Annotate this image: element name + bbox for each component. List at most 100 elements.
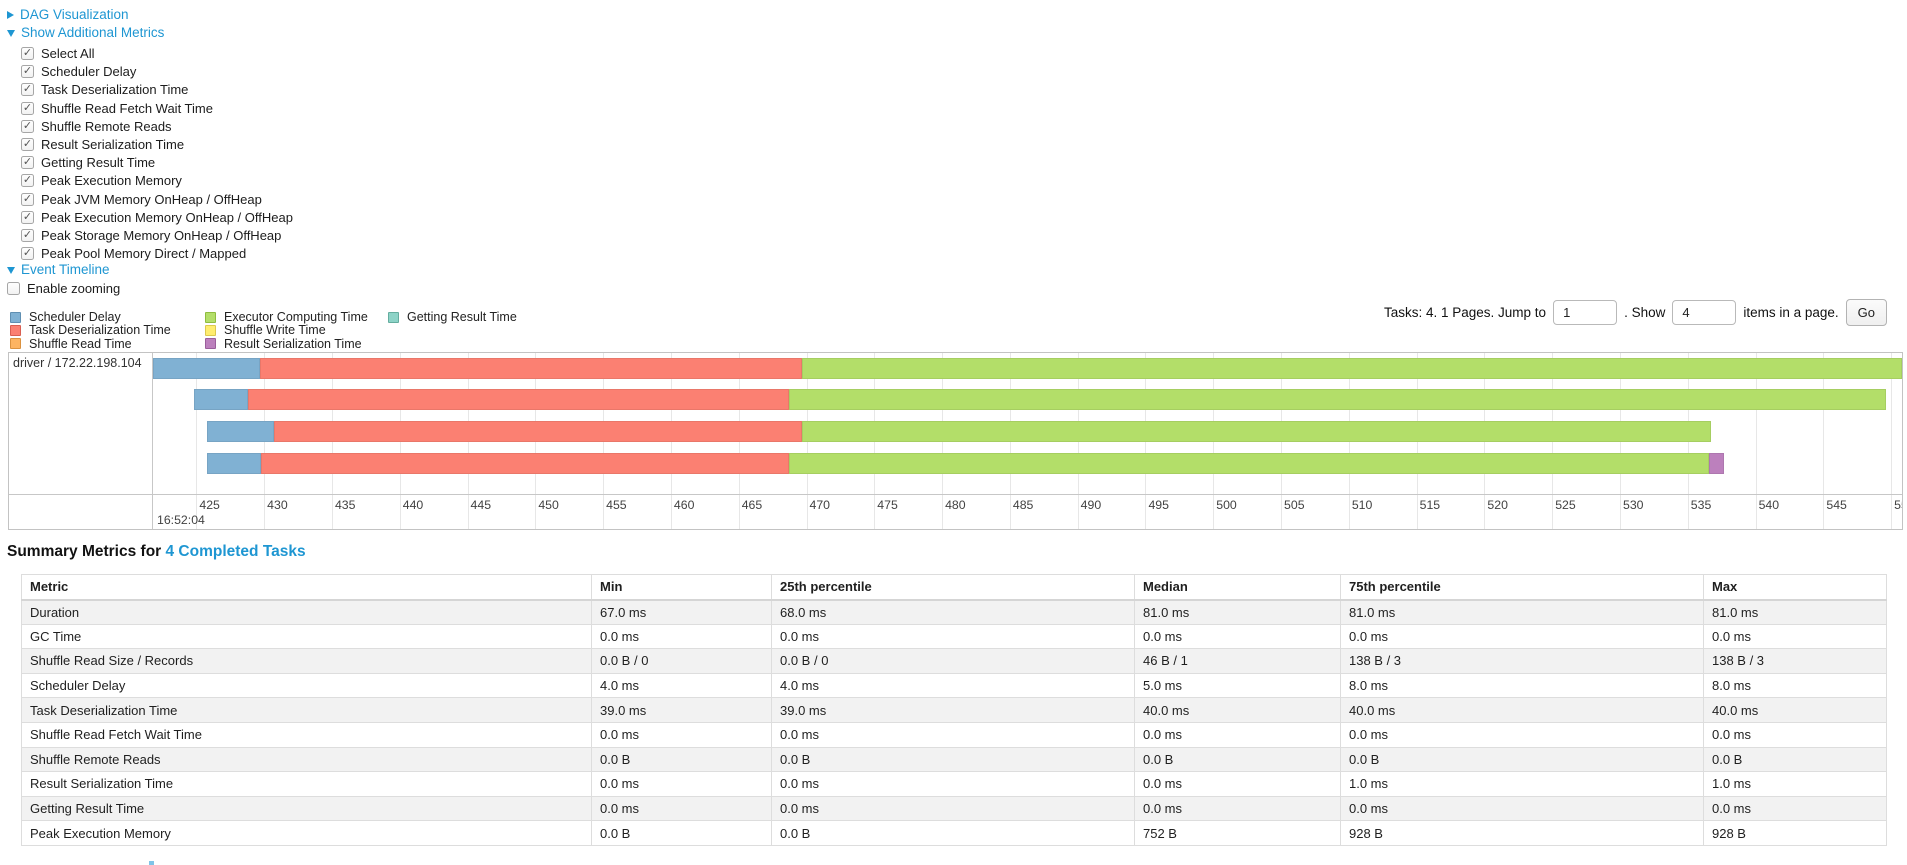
table-cell: GC Time bbox=[21, 623, 592, 650]
task-segment-executor-computing[interactable] bbox=[788, 389, 1886, 410]
task-bar[interactable] bbox=[153, 358, 1902, 379]
legend-label: Scheduler Delay bbox=[29, 310, 121, 324]
legend-label: Result Serialization Time bbox=[224, 336, 362, 351]
table-cell: Task Deserialization Time bbox=[21, 697, 592, 723]
event-timeline-label[interactable]: Event Timeline bbox=[21, 262, 110, 277]
metric-checkbox[interactable]: ✓ bbox=[21, 119, 34, 133]
metric-checkbox-row[interactable]: ✓ Scheduler Delay bbox=[21, 64, 136, 79]
table-cell: 0.0 ms bbox=[771, 795, 1135, 822]
show-additional-metrics-label[interactable]: Show Additional Metrics bbox=[21, 25, 165, 40]
dag-visualization-label[interactable]: DAG Visualization bbox=[20, 7, 129, 22]
table-cell: 68.0 ms bbox=[771, 599, 1135, 625]
chevron-right-icon bbox=[7, 10, 14, 19]
timeline-group-label: driver / 172.22.198.104 bbox=[9, 353, 153, 529]
go-button[interactable]: Go bbox=[1845, 298, 1887, 326]
task-segment-task-deserialization[interactable] bbox=[273, 421, 803, 442]
metric-checkbox[interactable]: ✓ bbox=[21, 192, 34, 206]
table-cell: 0.0 ms bbox=[1703, 795, 1887, 822]
show-additional-metrics-toggle[interactable]: Show Additional Metrics bbox=[7, 25, 164, 40]
task-segment-scheduler-delay[interactable] bbox=[207, 453, 262, 474]
task-segment-result-serialization[interactable] bbox=[1709, 453, 1725, 474]
enable-zooming-checkbox[interactable] bbox=[7, 282, 20, 295]
task-segment-scheduler-delay[interactable] bbox=[153, 358, 261, 379]
table-cell: 0.0 B bbox=[591, 746, 772, 773]
table-cell: 0.0 ms bbox=[771, 721, 1135, 748]
metric-checkbox-row[interactable]: ✓ Peak Pool Memory Direct / Mapped bbox=[21, 246, 246, 261]
metric-checkbox[interactable]: ✓ bbox=[21, 138, 34, 151]
task-segment-executor-computing[interactable] bbox=[788, 453, 1710, 474]
pagination-mid-text: . Show bbox=[1624, 304, 1666, 320]
task-segment-task-deserialization[interactable] bbox=[247, 389, 789, 410]
table-cell: 40.0 ms bbox=[1340, 697, 1704, 723]
metric-checkbox-row[interactable]: ✓ Task Deserialization Time bbox=[21, 82, 188, 97]
metric-checkbox[interactable]: ✓ bbox=[21, 210, 34, 224]
metric-checkbox-row[interactable]: ✓ Peak Storage Memory OnHeap / OffHeap bbox=[21, 228, 281, 243]
table-cell: 0.0 ms bbox=[1134, 721, 1341, 748]
table-cell: 46 B / 1 bbox=[1134, 648, 1341, 674]
jump-to-page-input[interactable] bbox=[1553, 299, 1618, 325]
table-cell: 0.0 ms bbox=[1703, 623, 1887, 650]
timeline-tick-label: 530 bbox=[1622, 498, 1644, 512]
metric-checkbox-row[interactable]: ✓ Peak Execution Memory OnHeap / OffHeap bbox=[21, 210, 293, 225]
legend-item: Scheduler Delay bbox=[10, 310, 121, 324]
timeline-tick-label: 525 bbox=[1555, 498, 1576, 512]
table-cell: 0.0 B bbox=[1134, 746, 1341, 773]
table-cell: 0.0 B bbox=[591, 820, 772, 846]
metric-checkbox-row[interactable]: ✓ Shuffle Read Fetch Wait Time bbox=[21, 101, 213, 116]
table-cell: 81.0 ms bbox=[1703, 599, 1887, 625]
metric-checkbox[interactable]: ✓ bbox=[21, 101, 34, 115]
task-segment-executor-computing[interactable] bbox=[802, 421, 1711, 442]
dag-visualization-toggle[interactable]: DAG Visualization bbox=[7, 7, 129, 22]
table-cell: 1.0 ms bbox=[1703, 771, 1887, 797]
legend-swatch bbox=[10, 338, 21, 350]
metric-checkbox[interactable]: ✓ bbox=[21, 156, 34, 170]
task-bar[interactable] bbox=[153, 421, 1902, 442]
legend-swatch bbox=[205, 324, 216, 336]
timeline-tick-label: 480 bbox=[945, 498, 966, 512]
table-header-cell: Max bbox=[1703, 574, 1887, 601]
table-cell: Shuffle Remote Reads bbox=[21, 746, 592, 773]
task-bar[interactable] bbox=[153, 453, 1902, 474]
metric-checkbox-label: Task Deserialization Time bbox=[41, 82, 189, 98]
table-cell: 1.0 ms bbox=[1340, 771, 1704, 797]
items-per-page-input[interactable] bbox=[1672, 299, 1737, 325]
table-cell: Peak Execution Memory bbox=[21, 820, 592, 846]
event-timeline-toggle[interactable]: Event Timeline bbox=[7, 262, 110, 277]
metric-checkbox[interactable]: ✓ bbox=[21, 174, 34, 188]
table-cell: 928 B bbox=[1340, 820, 1704, 846]
metric-checkbox[interactable]: ✓ bbox=[21, 47, 34, 60]
task-bar[interactable] bbox=[153, 389, 1902, 410]
legend-label: Getting Result Time bbox=[407, 310, 517, 324]
task-segment-executor-computing[interactable] bbox=[802, 358, 1902, 379]
completed-tasks-link[interactable]: 4 Completed Tasks bbox=[165, 543, 306, 560]
table-row: Shuffle Read Fetch Wait Time 0.0 ms 0.0 ms… bbox=[21, 721, 1887, 748]
task-segment-scheduler-delay[interactable] bbox=[193, 389, 248, 410]
metric-checkbox-row[interactable]: ✓ Peak Execution Memory bbox=[21, 173, 182, 188]
legend-label: Shuffle Read Time bbox=[29, 336, 132, 351]
table-cell: 0.0 ms bbox=[1134, 623, 1341, 650]
metric-checkbox-row[interactable]: ✓ Peak JVM Memory OnHeap / OffHeap bbox=[21, 192, 262, 207]
table-cell: 8.0 ms bbox=[1703, 672, 1887, 699]
timeline-tick-label: 545 bbox=[1826, 498, 1847, 512]
metric-checkbox[interactable]: ✓ bbox=[21, 65, 34, 79]
table-cell: 0.0 B / 0 bbox=[591, 648, 772, 674]
task-segment-task-deserialization[interactable] bbox=[260, 358, 803, 379]
metric-checkbox-row[interactable]: ✓ Select All bbox=[21, 46, 94, 61]
timeline-plot-area[interactable]: 425 430 435 440 445 450 455 460 465 470 475 480 485 4… bbox=[153, 353, 1902, 529]
table-row: Duration 67.0 ms 68.0 ms 81.0 ms 81.0 ms 81.0… bbox=[21, 599, 1887, 625]
task-segment-task-deserialization[interactable] bbox=[261, 453, 789, 474]
metric-checkbox-row[interactable]: ✓ Getting Result Time bbox=[21, 155, 155, 170]
metric-checkbox-row[interactable]: ✓ Result Serialization Time bbox=[21, 137, 184, 152]
metric-checkbox[interactable]: ✓ bbox=[21, 83, 34, 97]
metric-checkbox-row[interactable]: ✓ Shuffle Remote Reads bbox=[21, 119, 172, 134]
pagination-prefix-text: Tasks: 4. 1 Pages. Jump to bbox=[1383, 304, 1547, 320]
timeline-tick-label: 450 bbox=[538, 498, 559, 512]
table-header-cell: Metric bbox=[21, 574, 592, 601]
enable-zooming-checkbox-row[interactable]: Enable zooming bbox=[7, 281, 120, 296]
metric-checkbox[interactable]: ✓ bbox=[21, 247, 34, 261]
task-segment-scheduler-delay[interactable] bbox=[207, 421, 274, 442]
table-cell: 138 B / 3 bbox=[1703, 648, 1887, 674]
chevron-down-icon bbox=[7, 30, 15, 37]
metric-checkbox[interactable]: ✓ bbox=[21, 229, 34, 242]
table-row: Shuffle Remote Reads 0.0 B 0.0 B 0.0 B 0.0 B… bbox=[21, 746, 1887, 773]
